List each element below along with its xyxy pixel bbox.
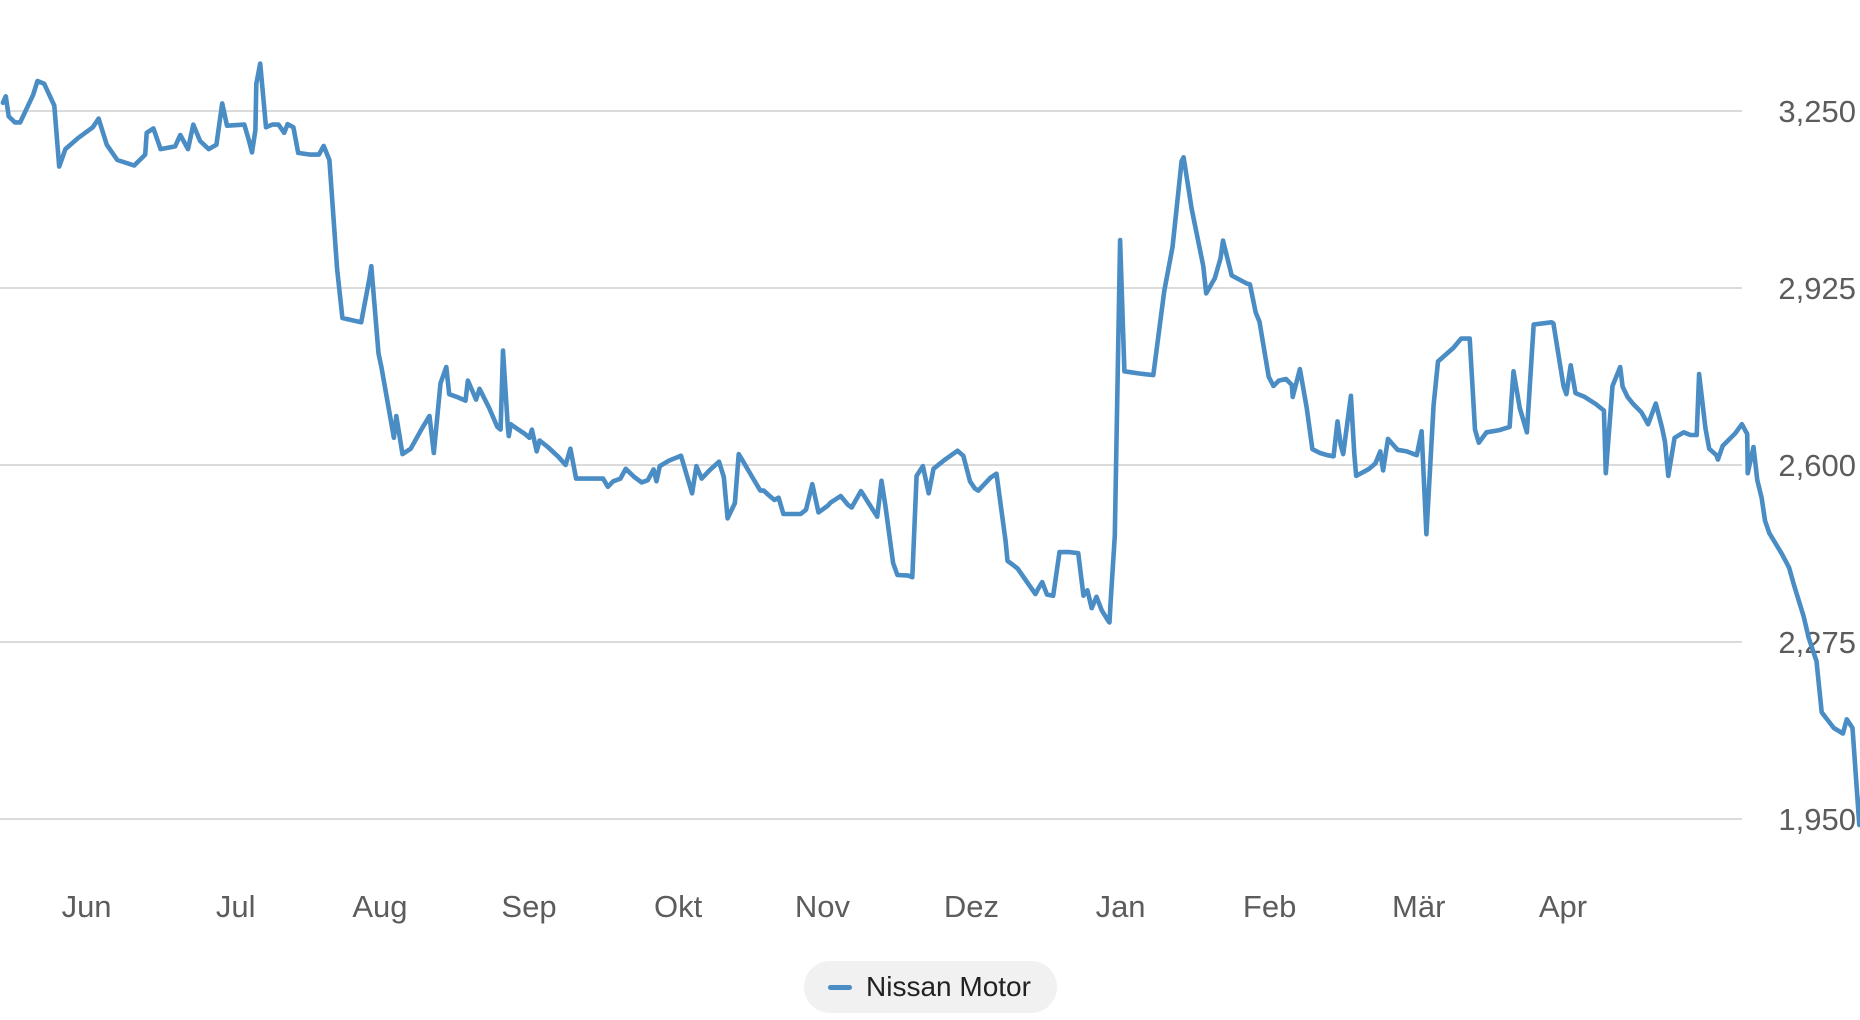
y-tick-label: 2,275 (1778, 625, 1856, 660)
y-tick-label: 1,950 (1778, 802, 1856, 837)
y-tick-label: 2,925 (1778, 271, 1856, 306)
x-axis-tick-labels: Jun Jul Aug Sep Okt Nov Dez Jan Feb Mär Apr (62, 889, 1588, 924)
y-tick-label: 3,250 (1778, 94, 1856, 129)
y-tick-label: 2,600 (1778, 448, 1856, 483)
y-axis-tick-labels: 1,950 2,275 2,600 2,925 3,250 (1778, 94, 1856, 837)
gridlines (0, 110, 1742, 820)
x-tick-label-dez: Dez (944, 889, 999, 924)
legend[interactable]: Nissan Motor (804, 961, 1057, 1013)
series-lines (0, 61, 1860, 840)
series-line-nissan-motor[interactable] (0, 61, 1860, 840)
x-tick-label-aug: Aug (352, 889, 407, 924)
x-tick-label-jul: Jul (216, 889, 256, 924)
x-tick-label-okt: Okt (654, 889, 703, 924)
legend-swatch-nissan-motor (828, 984, 852, 990)
line-chart: 1,950 2,275 2,600 2,925 3,250 Jun Jul Aug Sep Ok… (0, 61, 1860, 924)
x-tick-label-mär: Mär (1392, 889, 1445, 924)
x-tick-label-nov: Nov (795, 889, 851, 924)
x-tick-label-apr: Apr (1539, 889, 1587, 924)
x-tick-label-jun: Jun (62, 889, 112, 924)
legend-label-nissan-motor: Nissan Motor (866, 971, 1031, 1002)
x-tick-label-feb: Feb (1243, 889, 1296, 924)
x-tick-label-jan: Jan (1096, 889, 1146, 924)
x-tick-label-sep: Sep (501, 889, 556, 924)
